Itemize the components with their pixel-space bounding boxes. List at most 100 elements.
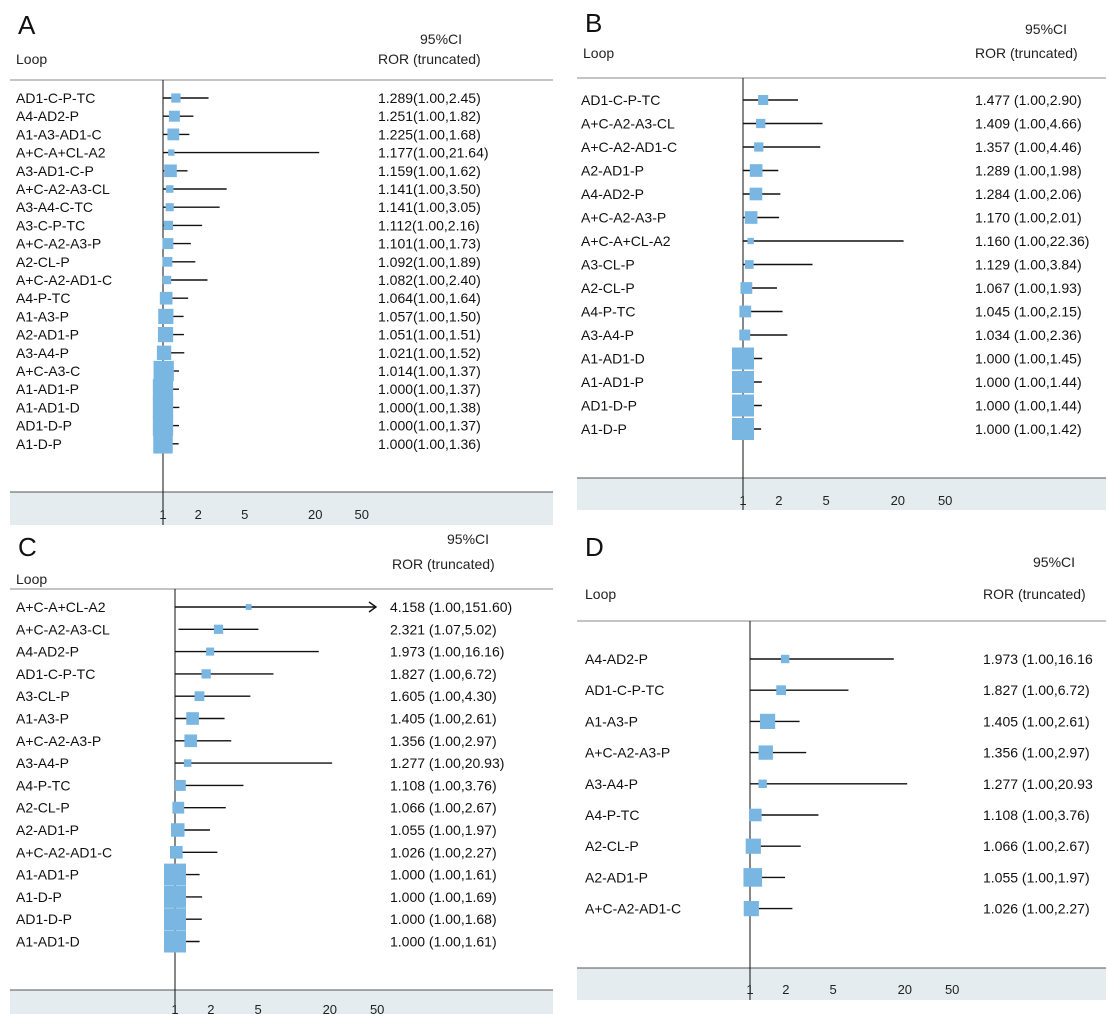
loop-label: A+C-A3-C — [16, 363, 80, 379]
ror-value-label: 1.129 (1.00,3.84) — [975, 257, 1082, 273]
ror-value-label: 4.158 (1.00,151.60) — [390, 599, 512, 615]
ror-marker — [748, 808, 762, 822]
loop-label: A4-AD2-P — [16, 108, 79, 124]
ror-marker — [165, 185, 174, 193]
x-tick-label: 20 — [323, 1002, 337, 1014]
axis-band — [577, 478, 1106, 510]
loop-label: A+C-A2-A3-CL — [16, 181, 110, 197]
ror-value-label: 1.225(1.00,1.68) — [378, 126, 481, 142]
loop-label: A+C-A2-AD1-C — [585, 901, 681, 917]
ci-header: 95%CI — [420, 31, 462, 47]
x-tick-label: 5 — [823, 493, 830, 508]
ror-marker — [758, 94, 769, 106]
ror-value-label: 1.000 (1.00,1.42) — [975, 421, 1082, 437]
ror-value-label: 1.064(1.00,1.64) — [378, 290, 481, 306]
loop-label: AD1-C-P-TC — [16, 666, 95, 682]
ror-value-label: 1.827 (1.00,6.72) — [390, 666, 497, 682]
loop-label: A2-CL-P — [581, 280, 635, 296]
ror-value-label: 1.092(1.00,1.89) — [378, 254, 481, 270]
ror-marker — [172, 801, 185, 814]
ror-value-label: 1.277 (1.00,20.93) — [390, 755, 504, 771]
ror-value-label: 1.034 (1.00,2.36) — [975, 327, 1082, 343]
ror-value-label: 1.026 (1.00,2.27) — [390, 844, 497, 860]
x-tick-label: 20 — [308, 507, 322, 522]
ror-marker — [756, 118, 766, 129]
x-tick-label: 5 — [830, 982, 837, 997]
ror-marker — [780, 654, 790, 664]
ror-value-label: 1.141(1.00,3.05) — [378, 199, 481, 215]
ror-marker — [164, 930, 186, 953]
loop-label: A4-P-TC — [16, 777, 70, 793]
ror-value-label: 1.000 (1.00,1.44) — [975, 374, 1082, 390]
ror-marker — [162, 275, 172, 285]
loop-label: A3-CL-P — [16, 688, 70, 704]
ror-marker — [152, 379, 174, 400]
loop-label: A1-AD1-P — [16, 867, 79, 883]
ror-header: ROR (truncated) — [392, 556, 495, 572]
loop-label: A3-A4-C-TC — [16, 199, 93, 215]
ror-marker — [745, 838, 761, 854]
ror-value-label: 1.159(1.00,1.62) — [378, 163, 481, 179]
loop-label: A+C-A2-AD1-C — [581, 139, 677, 155]
loop-label: A3-C-P-TC — [16, 217, 85, 233]
ror-marker — [732, 347, 754, 370]
loop-label: AD1-D-P — [16, 418, 72, 434]
ror-marker — [153, 360, 174, 382]
panel-label: A — [18, 10, 36, 40]
ror-marker — [739, 329, 751, 341]
ror-value-label: 1.177(1.00,21.64) — [378, 145, 489, 161]
ci-header: 95%CI — [1033, 554, 1075, 570]
ror-marker — [213, 624, 224, 634]
loop-label: A1-AD1-D — [16, 399, 80, 415]
ror-marker — [163, 220, 174, 231]
loop-label: A3-CL-P — [581, 257, 635, 273]
ror-value-label: 1.112(1.00,2.16) — [378, 217, 480, 233]
ror-marker — [168, 110, 180, 122]
ror-marker — [749, 164, 763, 177]
ror-marker — [754, 142, 764, 152]
loop-label: AD1-C-P-TC — [585, 682, 664, 698]
ror-marker — [740, 282, 753, 294]
ror-value-label: 1.101(1.00,1.73) — [378, 236, 481, 252]
loop-label: A1-A3-P — [16, 711, 69, 727]
ror-value-label: 1.067 (1.00,1.93) — [975, 280, 1082, 296]
ror-value-label: 1.057(1.00,1.50) — [378, 308, 481, 324]
loop-label: A2-AD1-P — [585, 869, 648, 885]
ror-marker — [152, 397, 174, 418]
loop-label: A2-CL-P — [16, 254, 70, 270]
ror-value-label: 1.284 (1.00,2.06) — [975, 186, 1082, 202]
x-tick-label: 20 — [898, 982, 912, 997]
forest-panel-b: B Loop 95%CI ROR (truncated) AD1-C-P-TC 1.477… — [567, 0, 1108, 510]
loop-label: A3-A4-P — [16, 345, 69, 361]
ror-value-label: 1.014(1.00,1.37) — [378, 363, 481, 379]
loop-label: A2-CL-P — [585, 838, 639, 854]
ror-value-label: 1.409 (1.00,4.66) — [975, 116, 1082, 132]
ror-marker — [158, 308, 174, 324]
ror-value-label: 1.141(1.00,3.50) — [378, 181, 481, 197]
ror-value-label: 2.321 (1.07,5.02) — [390, 621, 497, 637]
ror-value-label: 1.000 (1.00,1.69) — [390, 889, 497, 905]
loop-header: Loop — [16, 51, 47, 67]
ror-marker — [744, 211, 758, 224]
loop-label: A4-P-TC — [16, 290, 70, 306]
ror-marker — [184, 734, 198, 748]
ror-marker — [164, 164, 177, 178]
ror-marker — [157, 327, 174, 343]
ror-value-label: 1.021(1.00,1.52) — [378, 345, 481, 361]
ror-marker — [162, 238, 174, 250]
ror-header: ROR (truncated) — [378, 51, 481, 67]
x-tick-label: 2 — [782, 982, 789, 997]
ror-marker — [174, 779, 186, 791]
ror-marker — [186, 712, 199, 725]
loop-label: A2-AD1-P — [16, 327, 79, 343]
ror-marker — [749, 187, 763, 201]
ror-value-label: 1.045 (1.00,2.15) — [975, 304, 1082, 320]
ror-marker — [170, 845, 183, 859]
axis-band — [10, 492, 553, 525]
loop-label: A1-AD1-D — [16, 934, 80, 950]
ror-value-label: 1.055 (1.00,1.97) — [390, 822, 497, 838]
ror-marker — [201, 669, 211, 679]
loop-label: A+C-A2-A3-P — [16, 733, 101, 749]
axis-band — [10, 990, 553, 1014]
forest-panel-a: A Loop 95%CI ROR (truncated) AD1-C-P-TC 1.289… — [0, 0, 555, 525]
